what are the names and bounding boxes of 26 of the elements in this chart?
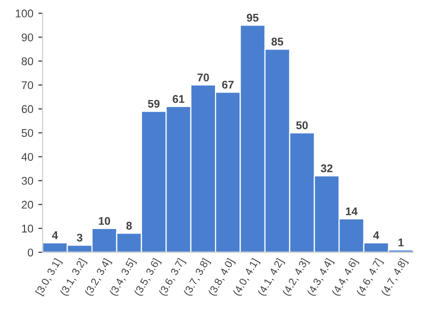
y-tick-label: 90: [22, 33, 34, 42]
y-tick-label: 50: [22, 129, 34, 137]
data-label: 1: [398, 238, 404, 246]
data-label: 85: [272, 38, 284, 46]
data-label: 61: [172, 95, 184, 103]
y-tick-label: 70: [22, 81, 34, 90]
data-label: 50: [296, 121, 308, 130]
data-label: 95: [246, 14, 258, 22]
y-tick-label: 20: [22, 200, 34, 209]
y-tick-label: 100: [16, 10, 34, 18]
data-label: 4: [52, 231, 58, 240]
data-label: 10: [98, 216, 110, 225]
data-label: 59: [148, 100, 160, 108]
data-label: 70: [198, 74, 209, 82]
y-tick-label: 60: [22, 105, 34, 114]
data-label: 4: [373, 231, 380, 240]
y-tick-label: 10: [22, 224, 34, 233]
y-tick-label: 40: [21, 152, 34, 161]
y-tick-label: 30: [22, 176, 34, 185]
data-label: 3: [76, 234, 82, 242]
data-label: 14: [346, 208, 358, 216]
data-label: 32: [320, 164, 332, 172]
data-label: 8: [126, 222, 132, 230]
y-tick-label: 80: [22, 57, 34, 66]
y-tick-label: 0: [28, 248, 34, 256]
data-label: 67: [222, 80, 234, 89]
